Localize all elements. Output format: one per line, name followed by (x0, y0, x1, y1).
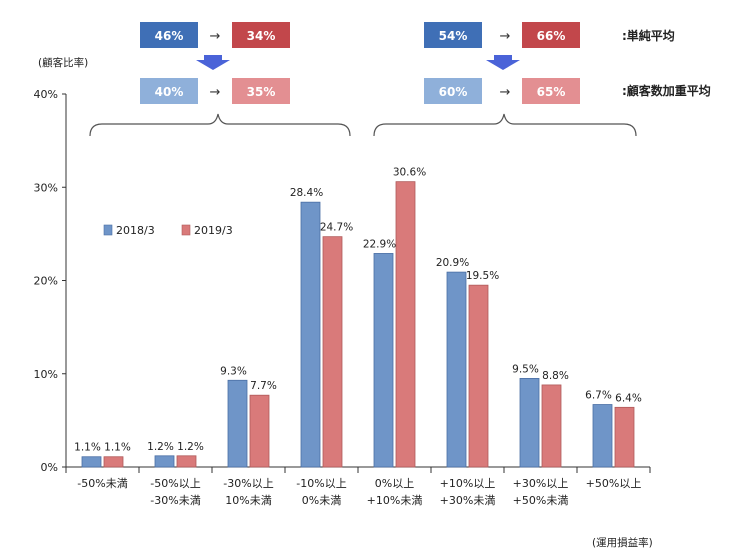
right-simple-to-box (522, 22, 580, 48)
category-label: -30%未満 (150, 494, 200, 507)
data-label: 19.5% (466, 270, 499, 282)
bar-2018-3-6 (519, 378, 540, 468)
bar-2018-3-5 (446, 271, 467, 468)
bar-2019-3-5 (468, 284, 489, 468)
data-labels: 1.1% 1.1% 1.2% 1.2% 9.3%7.7% 28.4% 24.7% 22.9% 3… (74, 167, 642, 454)
y-tick-label: 10% (34, 368, 58, 381)
bar-2019-3-4 (395, 181, 416, 468)
category-label: +30%以上 (513, 477, 569, 490)
right-simple-arrow: → (500, 29, 511, 44)
data-label: 24.7% (320, 222, 353, 234)
right-simple-to-value: 66% (537, 29, 566, 43)
bar-2018-3-4 (373, 253, 394, 468)
summary-panel: 46% → 34% 40% → 35% 54% → 66% 60% → 65% … (89, 22, 711, 137)
category-label: 0%以上 (375, 477, 414, 490)
bar-2019-3-0 (103, 456, 124, 468)
left-weighted-to-value: 35% (247, 85, 276, 99)
category-label: 10%未満 (225, 494, 271, 507)
bar-2019-3-7 (614, 406, 635, 468)
left-weighted-from-box (140, 78, 198, 104)
data-label: 8.8% (542, 370, 569, 382)
category-label: -30%以上 (223, 477, 273, 490)
right-simple-from-box (424, 22, 482, 48)
category-label: -10%以上 (296, 477, 346, 490)
left-down-arrow-icon (196, 55, 230, 70)
category-label: +10%未満 (367, 494, 423, 507)
legend: 2018/3 2019/3 (103, 224, 233, 237)
bar-2018-3-0 (81, 456, 102, 468)
bar-2019-3-1 (176, 455, 197, 468)
bar-2018-3-7 (592, 404, 613, 468)
data-label: 6.4% (615, 392, 642, 404)
data-label: 22.9% (363, 238, 396, 250)
data-label: 1.1% (104, 442, 131, 454)
category-label: -50%以上 (150, 477, 200, 490)
bar-2019-3-2 (249, 394, 270, 468)
right-brace (373, 113, 637, 137)
data-label: 7.7% (250, 380, 277, 392)
bars (81, 181, 635, 468)
data-label: 1.1% (74, 442, 101, 454)
data-label: 28.4% (290, 187, 323, 199)
right-weighted-to-box (522, 78, 580, 104)
data-label: 20.9% (436, 257, 469, 269)
category-labels: -50%未満 -50%以上 -30%未満 -30%以上 10%未満 -10%以上 0%未満 0… (77, 477, 641, 507)
legend-label-2018: 2018/3 (116, 224, 155, 237)
key-simple-average: :単純平均 (622, 28, 675, 43)
right-simple-from-value: 54% (439, 29, 468, 43)
x-axis-label: (運用損益率) (592, 536, 653, 549)
category-label: -50%未満 (77, 477, 127, 490)
legend-swatch-2019 (181, 224, 191, 236)
right-weighted-from-value: 60% (439, 85, 468, 99)
bar-2019-3-6 (541, 384, 562, 468)
legend-label-2019: 2019/3 (194, 224, 233, 237)
category-label: +50%未満 (513, 494, 569, 507)
data-label: 1.2% (147, 441, 174, 453)
bar-2018-3-1 (154, 455, 175, 468)
category-label: +30%未満 (440, 494, 496, 507)
right-down-arrow-icon (486, 55, 520, 70)
right-weighted-from-box (424, 78, 482, 104)
y-axis-label: (顧客比率) (38, 56, 88, 69)
y-ticks: 0% 10% 20% 30% 40% (34, 88, 66, 474)
left-weighted-from-value: 40% (155, 85, 184, 99)
right-weighted-to-value: 65% (537, 85, 566, 99)
y-tick-label: 30% (34, 181, 58, 194)
key-weighted-average: :顧客数加重平均 (622, 83, 711, 98)
category-label: 0%未満 (302, 494, 341, 507)
left-simple-arrow: → (210, 29, 221, 44)
y-tick-label: 40% (34, 88, 58, 101)
left-simple-to-value: 34% (247, 29, 276, 43)
left-weighted-to-box (232, 78, 290, 104)
data-label: 9.5% (512, 363, 539, 375)
data-label: 1.2% (177, 441, 204, 453)
category-label: +50%以上 (586, 477, 642, 490)
left-simple-from-box (140, 22, 198, 48)
data-label: 9.3% (220, 365, 247, 377)
bar-2018-3-3 (300, 201, 321, 468)
data-label: 6.7% (585, 390, 612, 402)
bar-2019-3-3 (322, 236, 343, 468)
y-tick-label: 20% (34, 275, 58, 288)
bar-2018-3-2 (227, 379, 248, 468)
x-dividers (65, 467, 651, 473)
left-weighted-arrow: → (210, 85, 221, 100)
data-label: 30.6% (393, 167, 426, 179)
left-simple-from-value: 46% (155, 29, 184, 43)
category-label: +10%以上 (440, 477, 496, 490)
left-simple-to-box (232, 22, 290, 48)
left-brace (89, 113, 351, 137)
legend-swatch-2018 (103, 224, 113, 236)
y-tick-label: 0% (41, 461, 58, 474)
right-weighted-arrow: → (500, 85, 511, 100)
